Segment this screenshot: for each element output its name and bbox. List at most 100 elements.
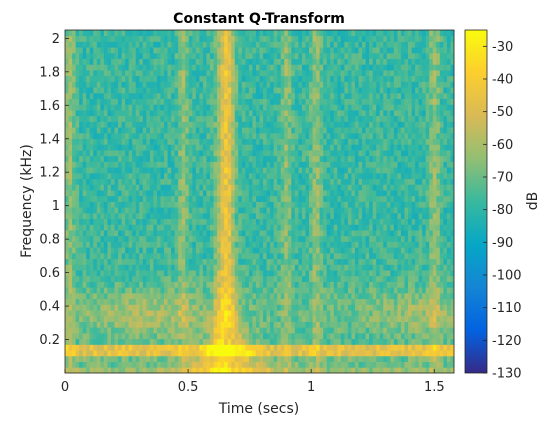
heatmap-cell <box>209 304 214 311</box>
heatmap-cell <box>358 361 363 368</box>
heatmap-cell <box>192 207 197 214</box>
heatmap-cell <box>114 184 119 191</box>
heatmap-cell <box>68 281 73 288</box>
heatmap-cell <box>171 201 176 208</box>
heatmap-cell <box>337 332 342 340</box>
heatmap-cell <box>153 327 158 334</box>
heatmap-cell <box>245 115 250 122</box>
heatmap-cell <box>294 292 299 300</box>
heatmap-cell <box>142 327 147 334</box>
heatmap-cell <box>354 241 359 248</box>
heatmap-cell <box>114 275 119 282</box>
heatmap-cell <box>181 150 186 157</box>
heatmap-cell <box>400 332 405 340</box>
heatmap-cell <box>277 264 282 271</box>
heatmap-cell <box>206 298 211 305</box>
heatmap-cell <box>425 338 430 345</box>
heatmap-cell <box>422 258 427 265</box>
heatmap-cell <box>132 247 137 254</box>
heatmap-cell <box>369 190 374 197</box>
heatmap-cell <box>245 212 250 220</box>
heatmap-cell <box>347 195 352 202</box>
heatmap-cell <box>206 315 211 322</box>
heatmap-cell <box>259 241 264 248</box>
heatmap-cell <box>259 321 264 328</box>
heatmap-cell <box>185 258 190 265</box>
heatmap-cell <box>344 241 349 248</box>
heatmap-cell <box>326 247 331 254</box>
heatmap-cell <box>305 167 310 174</box>
heatmap-cell <box>390 172 395 180</box>
heatmap-cell <box>248 355 253 362</box>
heatmap-cell <box>425 315 430 322</box>
heatmap-cell <box>298 298 303 305</box>
heatmap-cell <box>252 127 257 134</box>
heatmap-cell <box>209 144 214 151</box>
heatmap-cell <box>291 321 296 328</box>
heatmap-cell <box>156 184 161 191</box>
heatmap-cell <box>291 230 296 237</box>
heatmap-cell <box>390 235 395 242</box>
heatmap-cell <box>153 201 158 208</box>
heatmap-cell <box>340 184 345 191</box>
heatmap-cell <box>436 310 441 317</box>
heatmap-cell <box>354 167 359 174</box>
heatmap-cell <box>337 258 342 265</box>
heatmap-cell <box>277 132 282 140</box>
heatmap-cell <box>103 298 108 305</box>
heatmap-cell <box>362 115 366 122</box>
heatmap-cell <box>209 138 214 145</box>
heatmap-cell <box>436 264 441 271</box>
heatmap-cell <box>89 218 94 225</box>
heatmap-cell <box>149 338 154 345</box>
heatmap-cell <box>404 121 409 128</box>
heatmap-cell <box>160 281 165 288</box>
heatmap-cell <box>312 178 317 185</box>
heatmap-cell <box>386 144 391 151</box>
heatmap-cell <box>241 155 246 162</box>
heatmap-cell <box>252 155 257 162</box>
heatmap-cell <box>309 355 313 362</box>
heatmap-cell <box>309 121 313 128</box>
heatmap-cell <box>436 190 441 197</box>
heatmap-cell <box>202 367 207 374</box>
heatmap-cell <box>323 350 328 357</box>
heatmap-cell <box>379 212 384 220</box>
heatmap-cell <box>171 110 176 117</box>
heatmap-cell <box>238 144 243 151</box>
heatmap-cell <box>425 172 430 180</box>
heatmap-cell <box>362 190 366 197</box>
heatmap-cell <box>372 150 377 157</box>
heatmap-cell <box>110 190 115 197</box>
heatmap-cell <box>89 367 94 374</box>
heatmap-cell <box>273 332 278 340</box>
heatmap-cell <box>100 167 105 174</box>
heatmap-cell <box>266 144 271 151</box>
heatmap-cell <box>415 344 420 351</box>
heatmap-cell <box>82 298 87 305</box>
heatmap-cell <box>164 292 168 300</box>
heatmap-cell <box>209 350 214 357</box>
heatmap-cell <box>411 224 416 231</box>
heatmap-cell <box>323 252 328 260</box>
heatmap-cell <box>188 132 193 140</box>
heatmap-cell <box>160 230 165 237</box>
heatmap-cell <box>118 230 122 237</box>
heatmap-cell <box>220 338 225 345</box>
heatmap-cell <box>100 292 105 300</box>
heatmap-cell <box>280 304 285 311</box>
heatmap-cell <box>139 292 144 300</box>
heatmap-cell <box>185 115 190 122</box>
heatmap-cell <box>75 155 80 162</box>
heatmap-cell <box>118 241 122 248</box>
heatmap-cell <box>209 178 214 185</box>
heatmap-cell <box>369 212 374 220</box>
heatmap-cell <box>301 150 306 157</box>
heatmap-cell <box>110 264 115 271</box>
heatmap-cell <box>397 235 402 242</box>
heatmap-cell <box>192 235 197 242</box>
heatmap-cell <box>337 270 342 277</box>
heatmap-cell <box>294 224 299 231</box>
heatmap-cell <box>213 321 218 328</box>
heatmap-cell <box>323 201 328 208</box>
